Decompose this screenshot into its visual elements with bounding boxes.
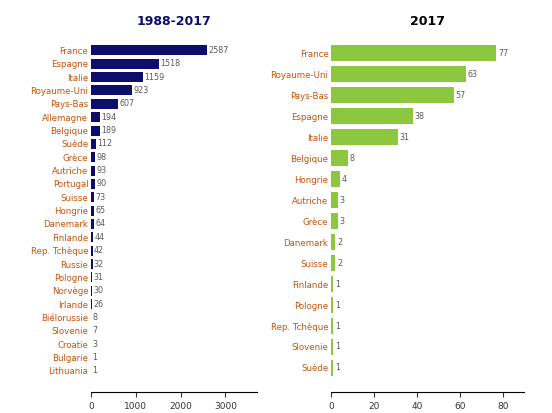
Bar	[331, 66, 466, 82]
Bar	[91, 299, 92, 309]
Title: 1988-2017: 1988-2017	[136, 15, 211, 28]
Text: 1: 1	[92, 353, 97, 362]
Text: 64: 64	[95, 219, 105, 228]
Text: 1: 1	[92, 366, 97, 375]
Text: 1: 1	[335, 321, 340, 330]
Bar	[91, 166, 95, 176]
Text: 38: 38	[414, 112, 424, 121]
Bar	[331, 192, 338, 208]
Text: 73: 73	[95, 193, 105, 202]
Text: 607: 607	[119, 100, 135, 108]
Text: 8: 8	[350, 154, 355, 163]
Text: 1: 1	[335, 363, 340, 373]
Text: 1: 1	[335, 280, 340, 289]
Text: 31: 31	[399, 133, 409, 142]
Text: 194: 194	[101, 113, 116, 122]
Text: 2587: 2587	[208, 46, 229, 55]
Title: 2017: 2017	[410, 15, 445, 28]
Text: 98: 98	[97, 153, 107, 162]
Bar	[331, 360, 333, 376]
Bar	[91, 112, 100, 122]
Bar	[91, 192, 94, 202]
Text: 65: 65	[95, 206, 105, 215]
Bar	[91, 99, 118, 109]
Text: 189: 189	[100, 126, 116, 135]
Bar	[91, 72, 143, 82]
Bar	[331, 108, 413, 124]
Text: 26: 26	[93, 299, 103, 309]
Text: 30: 30	[93, 286, 104, 295]
Text: 8: 8	[93, 313, 98, 322]
Text: 1518: 1518	[160, 59, 181, 68]
Bar	[91, 286, 92, 296]
Bar	[331, 213, 338, 229]
Bar	[91, 246, 93, 256]
Text: 93: 93	[97, 166, 107, 175]
Text: 42: 42	[94, 246, 104, 255]
Bar	[331, 318, 333, 334]
Text: 2: 2	[337, 237, 342, 247]
Bar	[91, 219, 94, 229]
Bar	[91, 85, 132, 95]
Text: 1: 1	[335, 342, 340, 351]
Bar	[331, 339, 333, 355]
Text: 3: 3	[339, 196, 344, 204]
Bar	[91, 59, 159, 69]
Bar	[331, 255, 336, 271]
Bar	[91, 126, 99, 135]
Bar	[331, 88, 454, 103]
Text: 112: 112	[97, 139, 113, 148]
Bar	[331, 234, 336, 250]
Text: 31: 31	[94, 273, 104, 282]
Text: 7: 7	[93, 326, 98, 335]
Bar	[331, 276, 333, 292]
Bar	[331, 171, 340, 187]
Bar	[91, 272, 93, 282]
Bar	[331, 129, 398, 145]
Bar	[91, 152, 95, 162]
Text: 923: 923	[134, 86, 148, 95]
Bar	[91, 139, 96, 149]
Text: 90: 90	[96, 179, 107, 188]
Text: 32: 32	[94, 259, 104, 268]
Bar	[331, 45, 496, 61]
Text: 57: 57	[455, 91, 465, 100]
Bar	[91, 259, 93, 269]
Text: 2: 2	[337, 259, 342, 268]
Bar	[331, 150, 348, 166]
Text: 3: 3	[92, 339, 97, 349]
Bar	[91, 233, 93, 242]
Bar	[331, 297, 333, 313]
Bar	[91, 206, 94, 216]
Text: 1159: 1159	[144, 73, 164, 82]
Text: 44: 44	[94, 233, 104, 242]
Bar	[91, 179, 95, 189]
Text: 3: 3	[339, 217, 344, 225]
Text: 1: 1	[335, 301, 340, 309]
Text: 63: 63	[468, 70, 478, 79]
Text: 4: 4	[341, 175, 346, 184]
Bar	[91, 45, 207, 55]
Text: 77: 77	[498, 49, 508, 58]
